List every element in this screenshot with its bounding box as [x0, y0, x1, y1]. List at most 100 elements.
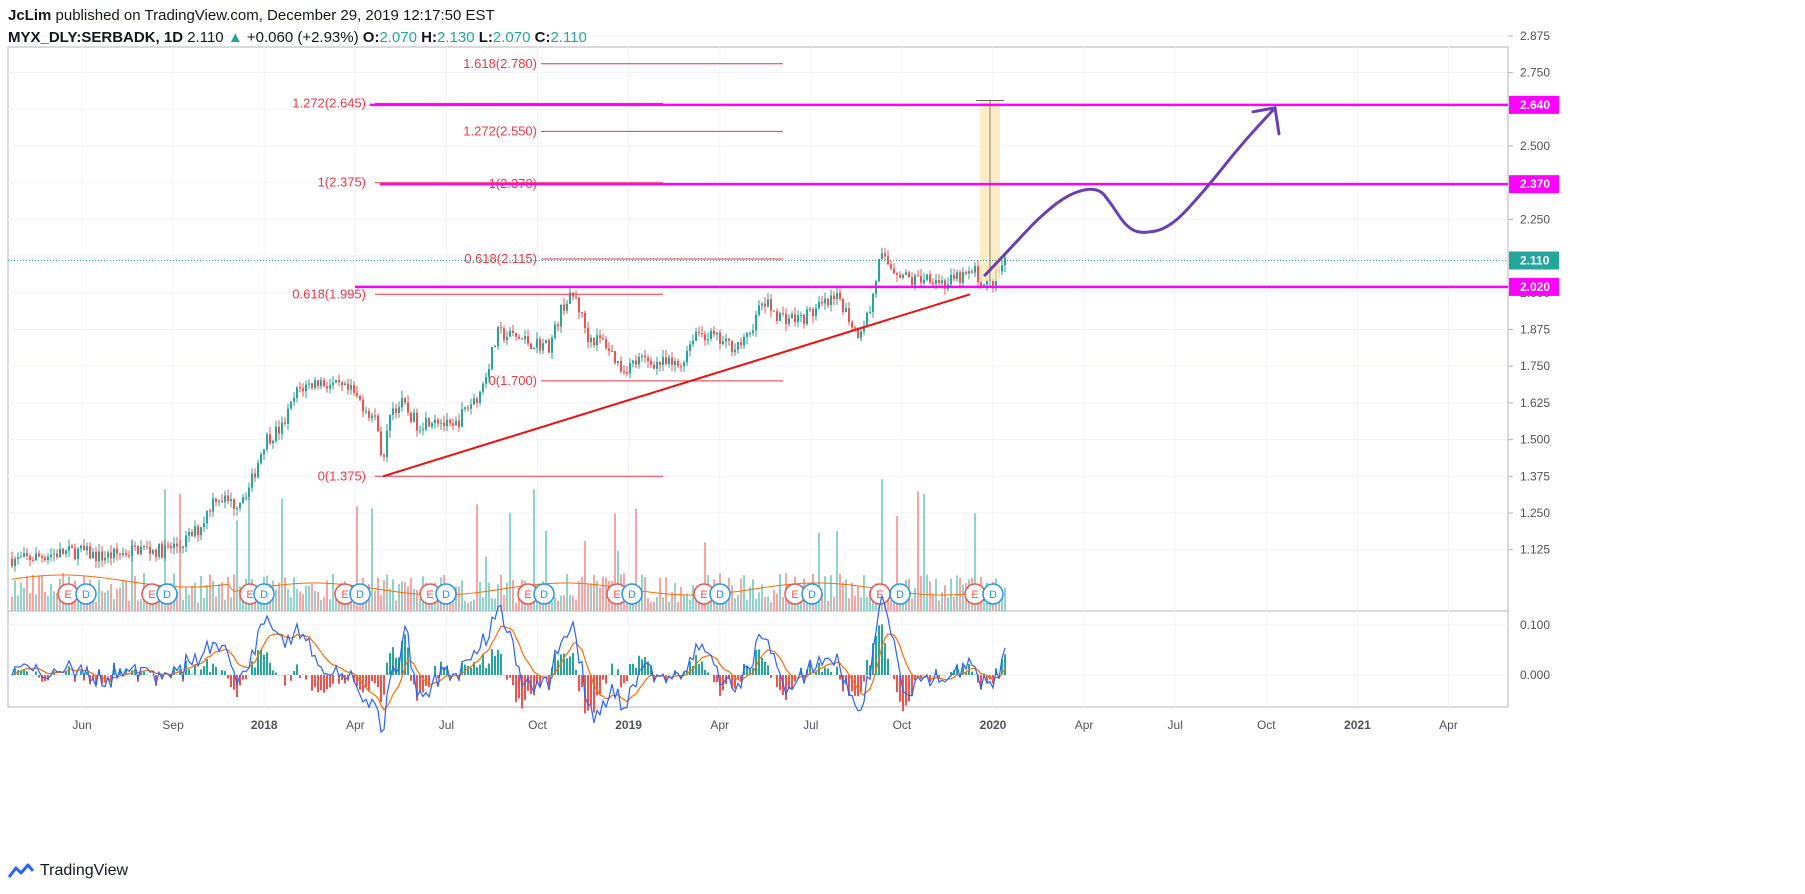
macd-histogram-bar [419, 675, 421, 692]
volume-bar [668, 601, 670, 611]
macd-histogram-bar [590, 675, 592, 706]
dividend-event-icon[interactable]: D [709, 583, 731, 605]
candle-body [680, 365, 682, 367]
candle-body [836, 293, 838, 300]
earnings-event-icon[interactable]: E [964, 583, 986, 605]
macd-histogram-bar [848, 675, 850, 696]
candle-body [773, 310, 775, 312]
event-letter: D [356, 589, 364, 601]
macd-histogram-bar [593, 675, 595, 713]
dividend-event-icon[interactable]: D [889, 583, 911, 605]
fib-level-label: 1(2.375) [318, 175, 366, 190]
volume-bar [305, 585, 307, 611]
macd-histogram-bar [602, 675, 604, 680]
earnings-event-icon[interactable]: E [419, 583, 441, 605]
macd-histogram-bar [56, 674, 58, 676]
dividend-event-icon[interactable]: D [349, 583, 371, 605]
macd-histogram-bar [491, 649, 493, 675]
candle-body [881, 253, 883, 259]
fib-level-label: 0.618(1.995) [292, 286, 366, 301]
macd-histogram-bar [281, 675, 283, 677]
macd-histogram-bar [704, 670, 706, 675]
macd-histogram-bar [566, 658, 568, 675]
symbol-name[interactable]: MYX_DLY:SERBADK, 1D [8, 29, 184, 46]
candle-body [167, 545, 169, 547]
earnings-event-icon[interactable]: E [869, 583, 891, 605]
macd-histogram-bar [854, 675, 856, 696]
candle-body [212, 498, 214, 512]
volume-bar [176, 592, 178, 611]
macd-histogram-bar [788, 675, 790, 689]
macd-pane [11, 595, 1006, 734]
volume-bar [206, 585, 208, 611]
volume-bar [863, 575, 865, 611]
candle-body [983, 284, 985, 287]
dividend-event-icon[interactable]: D [75, 583, 97, 605]
last-price: 2.110 [187, 29, 224, 46]
macd-histogram-bar [698, 663, 700, 675]
dividend-event-icon[interactable]: D [435, 583, 457, 605]
candle-body [257, 463, 259, 478]
candle-body [92, 551, 94, 559]
macd-histogram-bar [734, 675, 736, 689]
volume-bar [686, 593, 688, 611]
price-tick-label: 2.500 [1520, 139, 1550, 153]
macd-histogram-bar [119, 668, 121, 675]
volume-bar [194, 582, 196, 611]
event-letter: D [808, 589, 816, 601]
dividend-event-icon[interactable]: D [801, 583, 823, 605]
macd-histogram-bar [338, 675, 340, 684]
price-tick-label: 1.500 [1520, 433, 1550, 447]
macd-histogram-bar [689, 661, 691, 675]
volume-bar [236, 520, 238, 611]
candle-body [695, 331, 697, 341]
macd-histogram-bar [533, 675, 535, 696]
candle-body [728, 338, 730, 341]
macd-histogram-bar [308, 675, 310, 677]
candle-body [611, 350, 613, 352]
candle-body [512, 330, 514, 334]
dividend-event-icon[interactable]: D [253, 583, 275, 605]
volume-bar [227, 577, 229, 611]
volume-bar [191, 585, 193, 611]
macd-histogram-bar [962, 665, 964, 675]
author-name[interactable]: JcLim [8, 7, 52, 24]
macd-histogram-bar [770, 675, 772, 679]
support-trendline [382, 293, 971, 478]
candle-body [824, 298, 826, 304]
candle-body [629, 363, 631, 374]
volume-bar [692, 585, 694, 611]
candle-body [224, 495, 226, 503]
macd-histogram-bar [269, 662, 271, 675]
candle-body [689, 344, 691, 351]
macd-histogram-bar [617, 669, 619, 675]
dividend-event-icon[interactable]: D [982, 583, 1004, 605]
volume-bar [116, 588, 118, 611]
dividend-event-icon[interactable]: D [156, 583, 178, 605]
candle-body [872, 293, 874, 312]
dividend-event-icon[interactable]: D [621, 583, 643, 605]
price-tick-label: 1.875 [1520, 323, 1550, 337]
macd-histogram-bar [221, 670, 223, 675]
candle-body [254, 473, 256, 478]
candle-body [236, 508, 238, 510]
dividend-event-icon[interactable]: D [533, 583, 555, 605]
macd-histogram-bar [899, 675, 901, 702]
candle-body [176, 543, 178, 547]
candle-body [86, 546, 88, 551]
candle-body [137, 545, 139, 555]
earnings-event-icon[interactable]: E [57, 583, 79, 605]
volume-bar [737, 595, 739, 611]
candle-body [863, 326, 865, 332]
volume-bar [773, 590, 775, 611]
price-tick-label: 1.250 [1520, 506, 1550, 520]
volume-bar [35, 594, 37, 611]
earnings-event-icon[interactable]: E [606, 583, 628, 605]
tradingview-logo[interactable]: TradingView [8, 862, 128, 880]
volume-bar [473, 599, 475, 611]
candle-body [809, 309, 811, 311]
volume-bar [563, 595, 565, 611]
macd-histogram-bar [773, 675, 775, 678]
candle-body [473, 398, 475, 405]
